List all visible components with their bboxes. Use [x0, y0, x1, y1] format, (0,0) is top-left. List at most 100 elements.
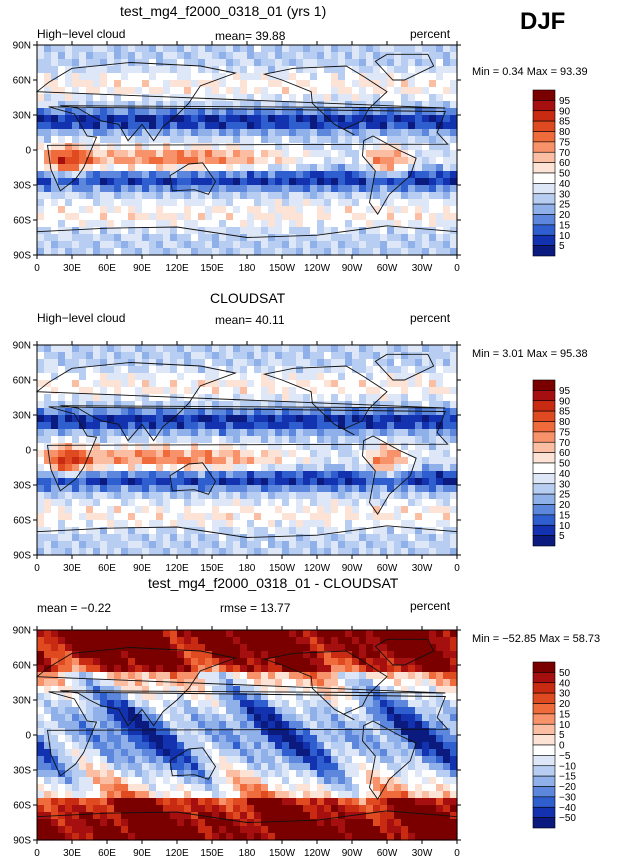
map-cell: [261, 527, 269, 535]
map-cell: [86, 415, 94, 423]
map-cell: [149, 826, 157, 834]
map-cell: [394, 241, 402, 249]
map-cell: [51, 380, 59, 388]
map-cell: [114, 199, 122, 207]
map-cell: [114, 658, 122, 666]
map-cell: [51, 115, 59, 123]
map-cell: [226, 143, 234, 151]
map-cell: [58, 513, 66, 521]
map-cell: [331, 436, 339, 444]
map-cell: [310, 80, 318, 88]
map-cell: [394, 485, 402, 493]
map-cell: [289, 548, 297, 556]
map-cell: [345, 206, 353, 214]
map-cell: [247, 798, 255, 806]
map-cell: [100, 206, 108, 214]
map-cell: [401, 541, 409, 549]
map-cell: [352, 373, 360, 381]
map-cell: [443, 122, 451, 130]
map-cell: [345, 52, 353, 60]
map-cell: [450, 80, 458, 88]
map-cell: [93, 471, 101, 479]
map-cell: [240, 164, 248, 172]
map-cell: [58, 234, 66, 242]
map-cell: [156, 136, 164, 144]
map-cell: [247, 749, 255, 757]
map-cell: [380, 436, 388, 444]
map-cell: [212, 192, 220, 200]
map-cell: [191, 464, 199, 472]
map-cell: [282, 436, 290, 444]
map-cell: [352, 59, 360, 67]
map-cell: [394, 464, 402, 472]
map-cell: [240, 150, 248, 158]
map-cell: [310, 227, 318, 235]
map-cell: [86, 812, 94, 820]
map-cell: [51, 164, 59, 172]
map-cell: [107, 143, 115, 151]
map-cell: [142, 450, 150, 458]
map-cell: [338, 185, 346, 193]
map-cell: [261, 721, 269, 729]
map-cell: [352, 534, 360, 542]
map-cell: [121, 394, 129, 402]
map-cell: [37, 798, 45, 806]
map-cell: [72, 59, 80, 67]
map-cell: [114, 394, 122, 402]
colorbar-label: 75: [559, 137, 571, 148]
map-cell: [58, 763, 66, 771]
map-cell: [233, 345, 241, 353]
map-cell: [247, 644, 255, 652]
map-cell: [338, 492, 346, 500]
map-cell: [142, 548, 150, 556]
map-cell: [282, 707, 290, 715]
map-cell: [93, 728, 101, 736]
map-cell: [261, 784, 269, 792]
map-cell: [177, 450, 185, 458]
map-cell: [93, 108, 101, 116]
map-cell: [289, 136, 297, 144]
map-cell: [191, 513, 199, 521]
map-cell: [240, 714, 248, 722]
map-cell: [450, 101, 458, 109]
map-cell: [254, 450, 262, 458]
map-cell: [135, 436, 143, 444]
map-cell: [261, 658, 269, 666]
map-cell: [219, 728, 227, 736]
map-cell: [317, 548, 325, 556]
map-cell: [352, 227, 360, 235]
map-cell: [240, 548, 248, 556]
map-cell: [198, 234, 206, 242]
map-cell: [443, 548, 451, 556]
map-cell: [156, 658, 164, 666]
map-cell: [408, 87, 416, 95]
map-cell: [100, 199, 108, 207]
map-cell: [387, 220, 395, 228]
map-cell: [72, 812, 80, 820]
map-cell: [275, 359, 283, 367]
map-cell: [93, 101, 101, 109]
map-cell: [261, 80, 269, 88]
map-cell: [429, 443, 437, 451]
map-cell: [436, 548, 444, 556]
map-cell: [170, 665, 178, 673]
map-cell: [135, 66, 143, 74]
map-cell: [296, 770, 304, 778]
map-cell: [205, 192, 213, 200]
map-cell: [135, 672, 143, 680]
map-cell: [415, 171, 423, 179]
map-cell: [72, 499, 80, 507]
map-cell: [338, 87, 346, 95]
map-cell: [254, 721, 262, 729]
map-cell: [51, 408, 59, 416]
map-cell: [275, 770, 283, 778]
map-cell: [289, 520, 297, 528]
colorbar-label: 15: [559, 510, 571, 521]
map-cell: [275, 234, 283, 242]
map-cell: [282, 227, 290, 235]
map-cell: [121, 401, 129, 409]
map-cell: [394, 66, 402, 74]
map-cell: [107, 478, 115, 486]
map-cell: [177, 637, 185, 645]
map-cell: [121, 94, 129, 102]
